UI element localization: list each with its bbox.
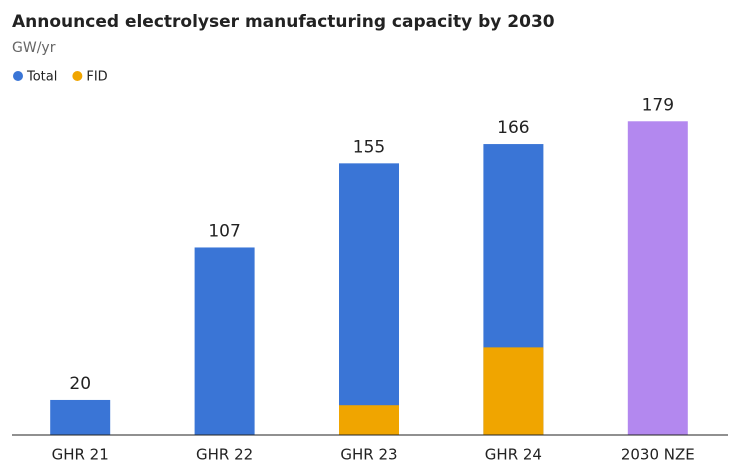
chart-subtitle: GW/yr bbox=[12, 40, 56, 56]
x-tick-label: GHR 21 bbox=[52, 446, 109, 464]
x-tick-label: GHR 23 bbox=[340, 446, 397, 464]
bar bbox=[339, 405, 399, 435]
legend-marker bbox=[72, 71, 83, 81]
value-label: 155 bbox=[353, 137, 385, 157]
value-label: 20 bbox=[69, 374, 91, 394]
value-label: 166 bbox=[497, 118, 529, 138]
bar bbox=[627, 121, 688, 436]
bar bbox=[483, 347, 544, 435]
x-tick-label: GHR 22 bbox=[196, 446, 253, 464]
x-tick-label: GHR 24 bbox=[485, 446, 542, 464]
value-label: 179 bbox=[642, 95, 674, 115]
chart-title: Announced electrolyser manufacturing cap… bbox=[12, 12, 555, 32]
legend-marker bbox=[13, 71, 23, 81]
x-tick-label: 2030 NZE bbox=[621, 446, 695, 464]
bar bbox=[339, 163, 399, 435]
legend-label: Total bbox=[26, 70, 57, 85]
value-label: 107 bbox=[208, 221, 240, 241]
bar bbox=[194, 247, 255, 435]
legend-label: FID bbox=[86, 70, 107, 85]
bar bbox=[50, 399, 111, 435]
